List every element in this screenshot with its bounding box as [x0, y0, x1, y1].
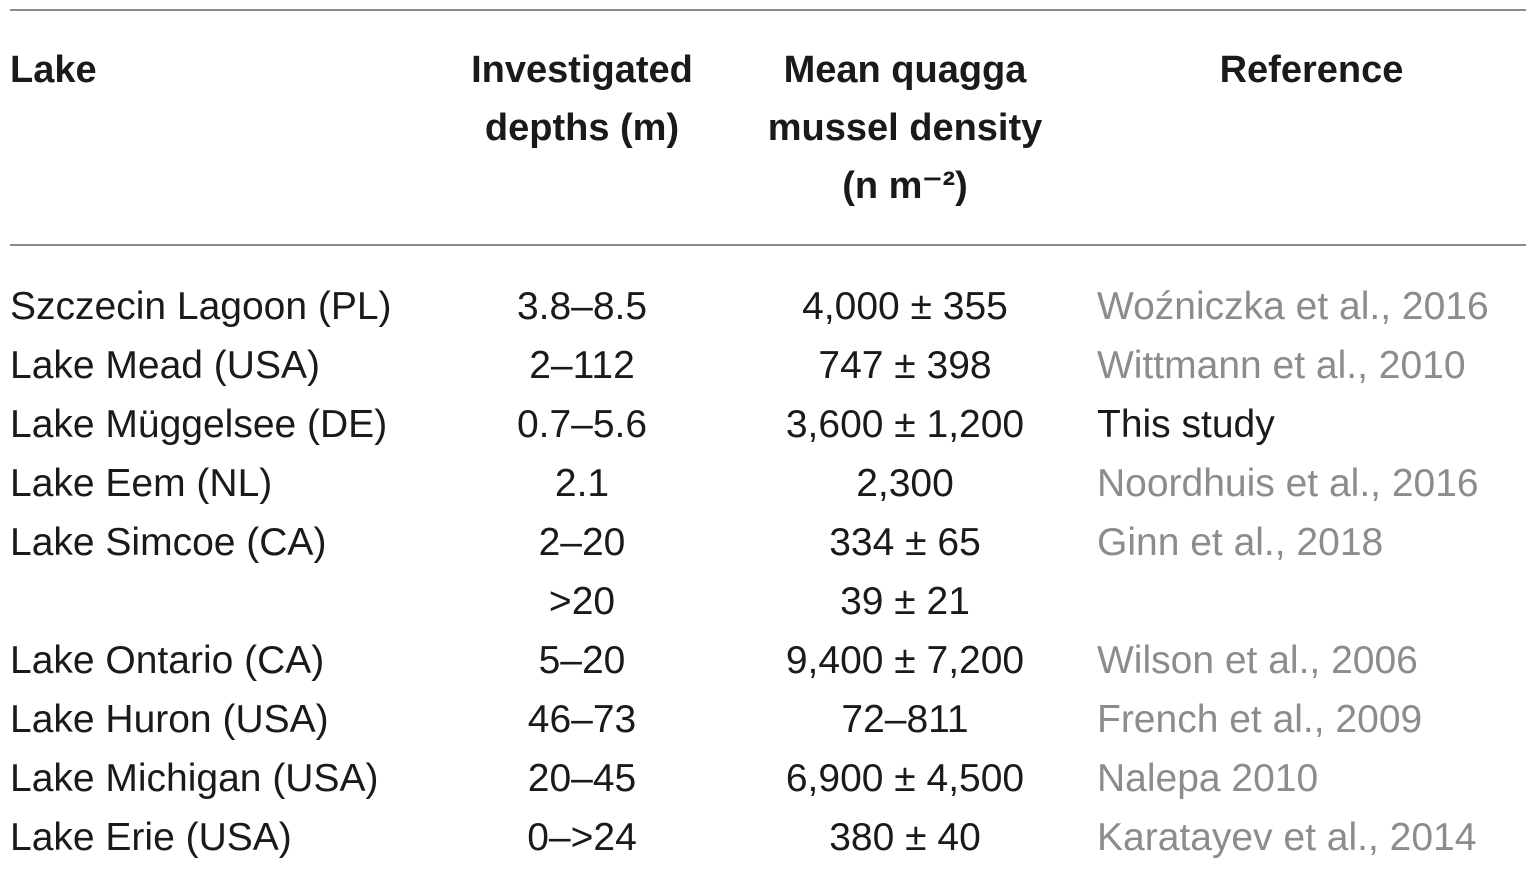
reference-cell: Wilson et al., 2006 [1097, 639, 1418, 682]
table-cell: 380 ± 40 [829, 816, 981, 859]
header-line: Mean quagga [783, 49, 1027, 91]
reference-cell: Karatayev et al., 2014 [1097, 816, 1477, 859]
reference-cell: Noordhuis et al., 2016 [1097, 462, 1479, 505]
header-line: Reference [1219, 49, 1404, 91]
reference-cell: Woźniczka et al., 2016 [1097, 285, 1489, 328]
table-cell: 2.1 [554, 462, 610, 505]
header-line: depths (m) [484, 107, 680, 149]
table-cell: Lake Huron (USA) [10, 698, 329, 741]
header-line: mussel density [767, 107, 1043, 149]
reference-cell: Wittmann et al., 2010 [1097, 344, 1466, 387]
table-cell: Lake Müggelsee (DE) [10, 403, 388, 446]
table-cell: 3,600 ± 1,200 [785, 403, 1025, 446]
top-rule [10, 9, 1526, 11]
header-line: (n m⁻²) [842, 165, 968, 207]
table-cell: >20 [548, 580, 616, 623]
table-cell: Szczecin Lagoon (PL) [10, 285, 392, 328]
table-cell: Lake Ontario (CA) [10, 639, 325, 682]
header-cell: Reference [1097, 41, 1526, 99]
reference-cell: This study [1097, 403, 1275, 446]
table-cell: Lake Eem (NL) [10, 462, 273, 505]
header-line: Investigated [471, 49, 693, 91]
table-cell: 9,400 ± 7,200 [785, 639, 1025, 682]
header-cell: Mean quagga mussel density (n m⁻²) [745, 41, 1065, 215]
table-cell: Lake Simcoe (CA) [10, 521, 327, 564]
table-cell: 2,300 [856, 462, 954, 505]
header-cell: Lake [10, 41, 450, 99]
table-cell: 6,900 ± 4,500 [785, 757, 1025, 800]
table-cell: 0.7–5.6 [516, 403, 648, 446]
table-cell: 2–112 [529, 344, 635, 387]
table-cell: 3.8–8.5 [516, 285, 648, 328]
table-cell: 5–20 [538, 639, 626, 682]
header-rule [10, 244, 1526, 246]
table-cell: Lake Erie (USA) [10, 816, 292, 859]
reference-cell: Nalepa 2010 [1097, 757, 1319, 800]
reference-cell: Ginn et al., 2018 [1097, 521, 1384, 564]
header-cell: Investigated depths (m) [452, 41, 712, 157]
table-cell: 0–>24 [527, 816, 637, 859]
table-cell: 4,000 ± 355 [802, 285, 1008, 328]
table-cell: 2–20 [538, 521, 626, 564]
table-cell: 20–45 [527, 757, 637, 800]
reference-cell: French et al., 2009 [1097, 698, 1423, 741]
table-cell: 747 ± 398 [818, 344, 992, 387]
header-line: Lake [10, 49, 97, 91]
table-cell: 46–73 [527, 698, 637, 741]
table-cell: 72–811 [841, 698, 969, 741]
table-cell: Lake Michigan (USA) [10, 757, 379, 800]
table-cell: 39 ± 21 [840, 580, 970, 623]
table-cell: 334 ± 65 [829, 521, 981, 564]
table-cell: Lake Mead (USA) [10, 344, 320, 387]
